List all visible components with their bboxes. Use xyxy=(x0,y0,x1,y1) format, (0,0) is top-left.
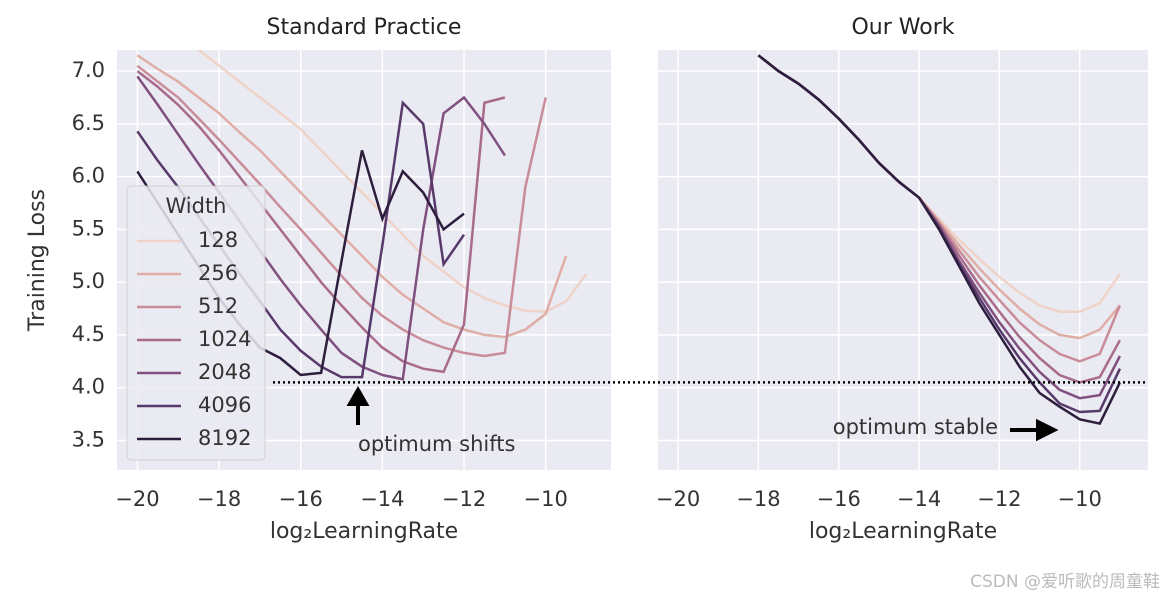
lines xyxy=(757,54,1122,426)
x-tick-label: −14 xyxy=(897,487,941,511)
x-tick-label: −16 xyxy=(279,487,323,511)
legend-label: 128 xyxy=(198,228,238,252)
legend-label: 512 xyxy=(198,294,238,318)
arrow xyxy=(1010,418,1059,442)
annotation: optimum shifts xyxy=(358,432,515,456)
y-axis-label: Training Loss xyxy=(25,189,50,332)
x-tick-label: −10 xyxy=(524,487,568,511)
loss-line xyxy=(197,50,588,313)
plot-background xyxy=(658,50,1148,470)
legend-label: 256 xyxy=(198,261,238,285)
legend-label: 2048 xyxy=(198,360,251,384)
annotation: optimum stable xyxy=(833,415,998,439)
legend-box xyxy=(126,185,266,461)
y-tick-label: 7.0 xyxy=(72,58,105,82)
x-tick-label: −18 xyxy=(197,487,241,511)
loss-line xyxy=(136,64,547,358)
y-tick-label: 4.5 xyxy=(72,322,105,346)
x-tick-label: −20 xyxy=(656,487,700,511)
loss-line xyxy=(136,75,506,381)
watermark: CSDN @爱听歌的周童鞋 xyxy=(970,572,1160,592)
loss-line xyxy=(136,54,568,339)
x-tick-label: −14 xyxy=(360,487,404,511)
loss-line xyxy=(136,70,506,374)
y-tick-label: 6.0 xyxy=(72,164,105,188)
loss-line xyxy=(757,54,1122,426)
chart-title: Our Work xyxy=(851,15,954,40)
x-tick-label: −12 xyxy=(442,487,486,511)
y-tick-label: 3.5 xyxy=(72,427,105,451)
legend-label: 1024 xyxy=(198,327,251,351)
legend-label: 4096 xyxy=(198,393,251,417)
x-axis-label: log₂LearningRate xyxy=(270,519,458,544)
x-tick-label: −12 xyxy=(977,487,1021,511)
y-tick-label: 5.0 xyxy=(72,269,105,293)
y-tick-label: 5.5 xyxy=(72,216,105,240)
x-tick-label: −16 xyxy=(817,487,861,511)
x-tick-label: −10 xyxy=(1058,487,1102,511)
legend-label: 8192 xyxy=(198,426,251,450)
x-axis-label: log₂LearningRate xyxy=(809,519,997,544)
y-tick-label: 4.0 xyxy=(72,375,105,399)
x-tick-label: −20 xyxy=(115,487,159,511)
y-tick-label: 6.5 xyxy=(72,111,105,135)
x-tick-label: −18 xyxy=(736,487,780,511)
legend-title: Width xyxy=(165,194,226,218)
arrow xyxy=(346,385,370,425)
chart-title: Standard Practice xyxy=(267,15,462,40)
